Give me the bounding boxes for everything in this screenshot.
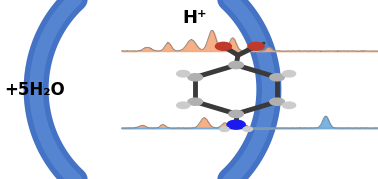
Circle shape (177, 102, 190, 108)
Circle shape (229, 110, 243, 118)
Circle shape (282, 102, 296, 108)
Circle shape (177, 71, 190, 77)
Circle shape (227, 120, 245, 129)
Circle shape (215, 42, 231, 50)
Circle shape (282, 71, 296, 77)
Circle shape (229, 61, 243, 69)
Text: +5H₂O: +5H₂O (4, 81, 65, 98)
Circle shape (188, 98, 203, 105)
Text: H⁺: H⁺ (182, 9, 207, 27)
Circle shape (270, 74, 284, 81)
Circle shape (248, 42, 264, 50)
Circle shape (243, 127, 253, 131)
Circle shape (220, 127, 229, 131)
Circle shape (188, 74, 203, 81)
Circle shape (270, 98, 284, 105)
